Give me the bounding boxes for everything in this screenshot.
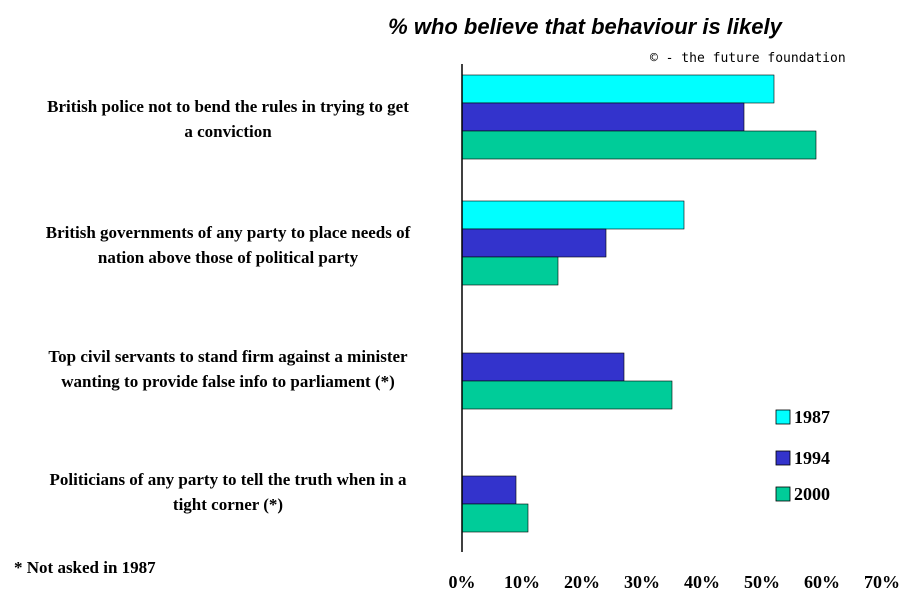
legend-swatch-1994 xyxy=(775,450,791,466)
x-tick-label: 20% xyxy=(564,572,600,592)
category-labels: British police not to bend the rules in … xyxy=(46,97,411,514)
bar-1994 xyxy=(461,475,517,505)
x-tick-label: 50% xyxy=(744,572,780,592)
legend-swatch-2000 xyxy=(775,486,791,502)
category-label: Politicians of any party to tell the tru… xyxy=(50,470,407,489)
credit-text: © - the future foundation xyxy=(650,51,846,66)
bar-2000 xyxy=(461,130,817,160)
category-label: wanting to provide false info to parliam… xyxy=(61,372,395,391)
footnote: * Not asked in 1987 xyxy=(14,558,156,577)
bar-1987 xyxy=(461,200,685,230)
legend-swatch-1987 xyxy=(775,409,791,425)
category-label: Top civil servants to stand firm against… xyxy=(48,347,408,366)
category-label: a conviction xyxy=(184,122,272,141)
x-tick-label: 10% xyxy=(504,572,540,592)
x-tick-label: 40% xyxy=(684,572,720,592)
bar-1987 xyxy=(461,74,775,104)
bar-2000 xyxy=(461,256,559,286)
category-label: British governments of any party to plac… xyxy=(46,223,411,242)
legend-label: 1987 xyxy=(794,407,830,427)
x-axis-ticks: 0% 10% 20% 30% 40% 50% 60% 70% xyxy=(449,572,901,592)
bar-1994 xyxy=(461,102,745,132)
bar-1994 xyxy=(461,352,625,382)
chart-title: % who believe that behaviour is likely xyxy=(388,14,783,39)
bar-2000 xyxy=(461,503,529,533)
bar-1994 xyxy=(461,228,607,258)
legend-label: 1994 xyxy=(794,448,830,468)
bars xyxy=(461,74,817,533)
bar-2000 xyxy=(461,380,673,410)
x-tick-label: 70% xyxy=(864,572,900,592)
x-tick-label: 60% xyxy=(804,572,840,592)
legend-label: 2000 xyxy=(794,484,830,504)
legend: 1987 1994 2000 xyxy=(775,407,830,504)
category-label: nation above those of political party xyxy=(98,248,359,267)
category-label: tight corner (*) xyxy=(173,495,283,514)
x-tick-label: 0% xyxy=(449,572,476,592)
category-label: British police not to bend the rules in … xyxy=(47,97,409,116)
x-tick-label: 30% xyxy=(624,572,660,592)
